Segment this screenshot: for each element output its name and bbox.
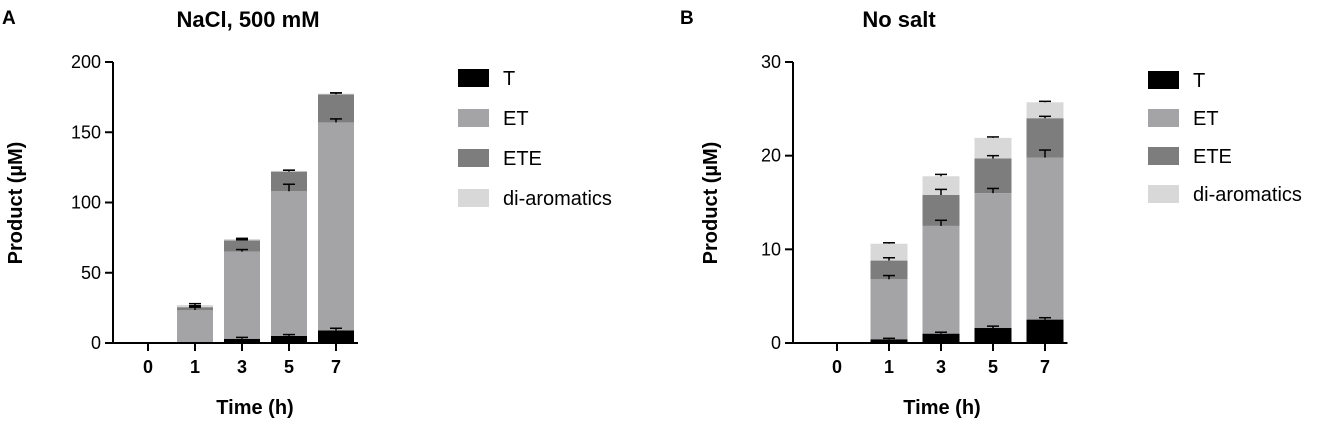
- legend-swatch: [458, 149, 489, 167]
- legend-label: di-aromatics: [1193, 184, 1302, 206]
- y-tick-label: 0: [771, 333, 781, 353]
- x-tick-label: 7: [1040, 357, 1050, 377]
- bar-segment-di-aromatics: [870, 243, 908, 261]
- legend-label: di-aromatics: [503, 188, 612, 210]
- x-tick-label: 5: [284, 357, 294, 377]
- plot-area: 0 50 100 150 200 0 1 3 5 7: [71, 52, 358, 377]
- x-tick-label: 5: [988, 357, 998, 377]
- bar-segment-di-aromatics: [1026, 102, 1064, 119]
- bar-segment-ete: [224, 240, 260, 252]
- y-tick-label: 100: [71, 193, 101, 213]
- x-axis-label: Time (h): [216, 397, 293, 419]
- chart-title: NaCl, 500 mM: [176, 7, 319, 32]
- legend-swatch: [1148, 185, 1179, 203]
- x-tick-label: 7: [331, 357, 341, 377]
- y-tick-label: 10: [761, 239, 781, 259]
- x-tick-label: 0: [143, 357, 153, 377]
- legend-label: T: [503, 68, 515, 90]
- y-tick-label: 0: [91, 333, 101, 353]
- y-tick-label: 150: [71, 122, 101, 142]
- bar-segment-ete: [870, 260, 908, 280]
- bar-segment-t: [271, 335, 307, 343]
- bar-segment-t: [974, 328, 1012, 343]
- bar-segment-et: [224, 251, 260, 339]
- bar-segment-et: [870, 279, 908, 340]
- chart-title: No salt: [862, 7, 936, 32]
- bar-segment-et: [318, 122, 354, 331]
- bar-segment-t: [1026, 319, 1064, 343]
- legend-swatch: [458, 69, 489, 87]
- bar-segment-t: [870, 339, 908, 343]
- legend-label: ET: [1193, 108, 1219, 130]
- bar-segment-et: [271, 191, 307, 336]
- x-tick-label: 3: [936, 357, 946, 377]
- x-tick-label: 1: [884, 357, 894, 377]
- legend-label: ETE: [503, 148, 542, 170]
- x-tick-label: 3: [237, 357, 247, 377]
- x-tick-label: 1: [190, 357, 200, 377]
- x-axis-label: Time (h): [903, 397, 980, 419]
- bar-segment-et: [1026, 157, 1064, 320]
- y-axis-label: Product (µM): [5, 142, 27, 265]
- bar-segment-ete: [271, 171, 307, 192]
- y-tick-label: 200: [71, 52, 101, 72]
- bar-segment-et: [177, 309, 213, 343]
- bar-segment-ete: [318, 94, 354, 123]
- bar-segment-t: [318, 330, 354, 343]
- plot-area: 0 10 20 30 0 1 3 5 7: [761, 52, 1068, 377]
- legend-swatch: [458, 189, 489, 207]
- bar-segment-t: [224, 338, 260, 343]
- legend-swatch: [458, 109, 489, 127]
- y-tick-label: 50: [81, 263, 101, 283]
- legend-label: T: [1193, 70, 1205, 92]
- legend-label: ET: [503, 108, 529, 130]
- y-axis-label: Product (µM): [700, 142, 722, 265]
- panel-letter: A: [2, 8, 16, 29]
- legend-swatch: [1148, 109, 1179, 127]
- legend: T ET ETE di-aromatics: [1148, 70, 1302, 206]
- panel-a: A NaCl, 500 mM Product (µM) Time (h) 050…: [2, 7, 612, 419]
- bar-segment-et: [922, 225, 960, 334]
- legend-label: ETE: [1193, 146, 1232, 168]
- y-tick-label: 30: [761, 52, 781, 72]
- legend: T ET ETE di-aromatics: [458, 68, 612, 210]
- bar-segment-et: [974, 193, 1012, 329]
- bar-segment-di-aromatics: [922, 176, 960, 196]
- bar-segment-di-aromatics: [974, 137, 1012, 159]
- legend-swatch: [1148, 71, 1179, 89]
- bar-segment-ete: [974, 158, 1012, 194]
- x-tick-label: 0: [832, 357, 842, 377]
- panel-b: B No salt Product (µM) Time (h) 01020300…: [680, 7, 1302, 419]
- panel-letter: B: [680, 8, 694, 29]
- legend-swatch: [1148, 147, 1179, 165]
- bar-segment-t: [922, 333, 960, 343]
- y-tick-label: 20: [761, 146, 781, 166]
